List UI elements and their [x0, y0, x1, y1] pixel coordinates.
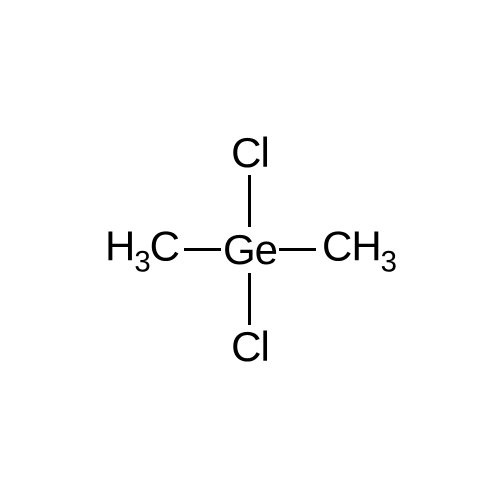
h-text: H	[105, 222, 134, 269]
c-text-right: C	[322, 222, 351, 269]
bond-ge-c-left	[184, 248, 221, 251]
c-text-left: C	[150, 222, 179, 269]
chemical-structure-diagram: H3C Ge CH3 Cl Cl	[0, 0, 500, 500]
h-text-right: H	[351, 222, 380, 269]
bond-ge-c-right	[279, 248, 316, 251]
bond-ge-cl-bottom	[248, 273, 251, 325]
atom-label-h-left: H3C	[105, 222, 179, 277]
atom-label-ge: Ge	[223, 226, 277, 274]
h3-subscript-right: 3	[381, 245, 396, 278]
h3-subscript-left: 3	[134, 245, 149, 278]
atom-label-cl-bottom: Cl	[231, 323, 269, 371]
bond-ge-cl-top	[248, 175, 251, 227]
atom-label-cl-top: Cl	[231, 129, 269, 177]
atom-label-ch3-right: CH3	[322, 222, 396, 277]
